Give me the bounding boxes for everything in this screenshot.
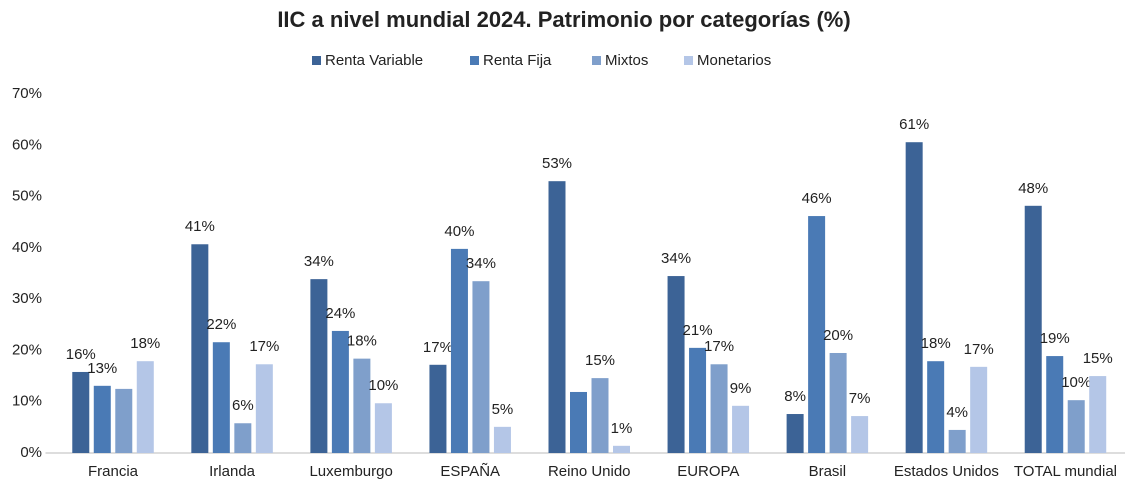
bar [234, 423, 252, 453]
legend-label: Renta Variable [325, 52, 423, 69]
y-tick-label: 20% [12, 341, 42, 358]
bar [72, 371, 90, 453]
bar [93, 385, 111, 453]
bar [808, 216, 826, 453]
data-label: 13% [87, 360, 117, 377]
data-label: 20% [823, 327, 853, 344]
data-label: 5% [492, 401, 514, 418]
data-label: 41% [185, 218, 215, 235]
bar [927, 361, 945, 453]
data-label: 53% [542, 155, 572, 172]
data-label: 8% [784, 388, 806, 405]
data-label: 9% [730, 380, 752, 397]
bar [710, 364, 728, 453]
x-tick-label: EUROPA [677, 463, 739, 480]
data-label: 16% [66, 346, 96, 363]
bar [667, 276, 685, 453]
bar [374, 403, 392, 453]
chart-title: IIC a nivel mundial 2024. Patrimonio por… [277, 7, 850, 32]
bar [493, 426, 511, 453]
legend-label: Monetarios [697, 52, 771, 69]
data-label: 48% [1018, 180, 1048, 197]
data-label: 17% [704, 338, 734, 355]
data-label: 21% [683, 322, 713, 339]
bar [548, 181, 566, 453]
x-tick-label: Brasil [809, 463, 847, 480]
bar [689, 347, 707, 453]
data-label: 19% [1040, 330, 1070, 347]
legend-swatch [312, 56, 321, 65]
data-label: 22% [206, 316, 236, 333]
bar [786, 414, 804, 453]
bar [1067, 400, 1085, 453]
bar [429, 364, 447, 453]
legend-swatch [470, 56, 479, 65]
bar [136, 361, 154, 453]
x-tick-label: Francia [88, 463, 139, 480]
bar [115, 388, 133, 453]
data-label: 18% [921, 335, 951, 352]
bar [191, 244, 209, 453]
bar [353, 358, 371, 453]
bar [472, 281, 490, 453]
bar [255, 364, 273, 453]
data-label: 61% [899, 116, 929, 133]
bar [1046, 356, 1064, 453]
bar [1024, 205, 1042, 453]
data-label: 10% [1061, 374, 1091, 391]
x-tick-label: Reino Unido [548, 463, 631, 480]
y-tick-label: 0% [20, 444, 42, 461]
x-tick-label: ESPAÑA [440, 463, 500, 480]
data-label: 24% [325, 305, 355, 322]
data-label: 6% [232, 397, 254, 414]
y-tick-label: 60% [12, 136, 42, 153]
bar [331, 330, 349, 453]
x-tick-label: TOTAL mundial [1014, 463, 1117, 480]
data-label: 17% [964, 341, 994, 358]
legend-label: Mixtos [605, 52, 648, 69]
bar [613, 445, 630, 453]
y-tick-label: 50% [12, 188, 42, 205]
data-label: 18% [130, 335, 160, 352]
bar [570, 391, 587, 453]
data-label: 40% [444, 223, 474, 240]
y-tick-label: 40% [12, 239, 42, 256]
bar [310, 279, 328, 453]
bar [948, 429, 966, 453]
data-label: 15% [585, 352, 615, 369]
bar [829, 352, 847, 453]
data-label: 4% [946, 404, 968, 421]
data-label: 17% [249, 338, 279, 355]
bar [1089, 376, 1107, 453]
data-label: 34% [466, 255, 496, 272]
data-label: 1% [611, 420, 633, 437]
data-label: 7% [849, 390, 871, 407]
data-label: 34% [304, 253, 334, 270]
data-label: 46% [802, 190, 832, 207]
x-tick-label: Estados Unidos [894, 463, 999, 480]
legend-swatch [592, 56, 601, 65]
y-tick-label: 10% [12, 393, 42, 410]
bar [212, 342, 230, 453]
x-tick-label: Luxemburgo [309, 463, 392, 480]
bar [970, 366, 988, 453]
y-tick-label: 30% [12, 290, 42, 307]
data-label: 10% [368, 377, 398, 394]
bar [591, 378, 609, 453]
bar [851, 416, 869, 453]
legend-swatch [684, 56, 693, 65]
bar [732, 405, 750, 453]
data-label: 34% [661, 250, 691, 267]
data-label: 17% [423, 339, 453, 356]
bar [450, 248, 468, 453]
legend-label: Renta Fija [483, 52, 552, 69]
data-label: 18% [347, 333, 377, 350]
bar [905, 142, 923, 454]
x-tick-label: Irlanda [209, 463, 256, 480]
data-label: 15% [1083, 350, 1113, 367]
y-tick-label: 70% [12, 85, 42, 102]
